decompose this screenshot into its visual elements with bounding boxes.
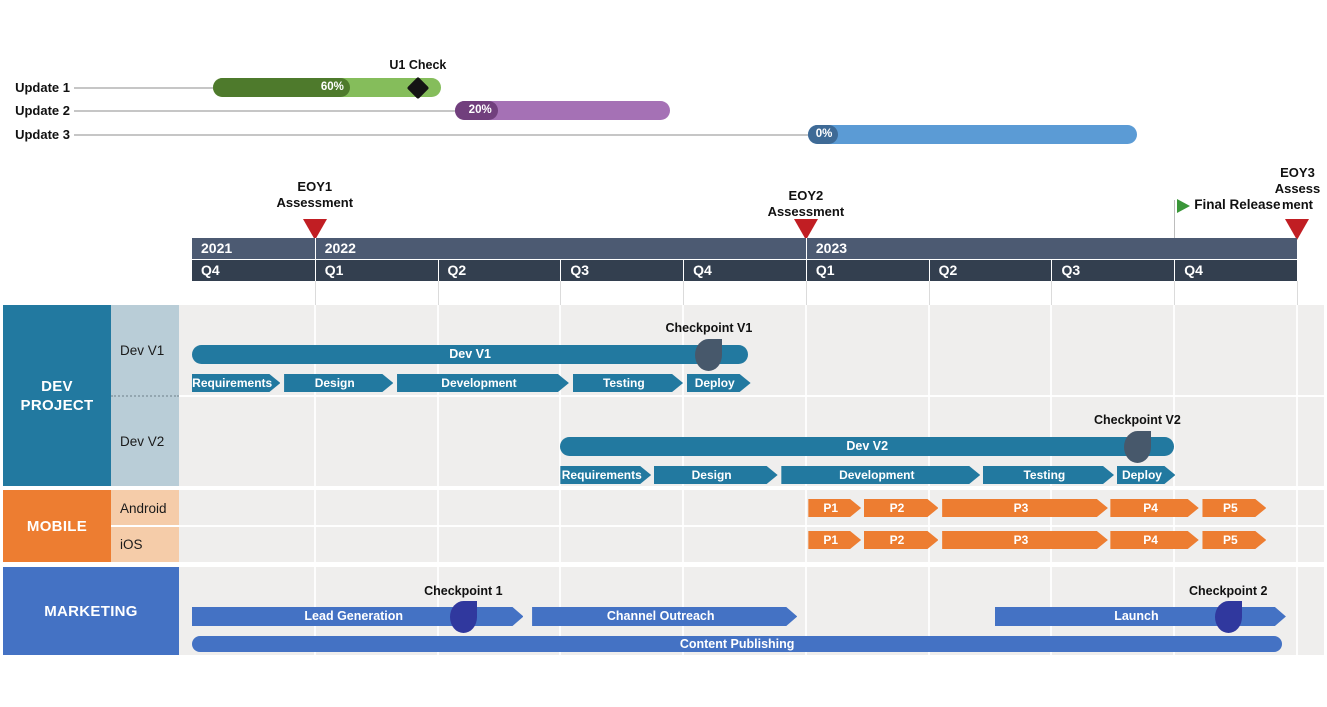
checkpoint-marker[interactable] (695, 338, 723, 371)
lane-title-dev-project: DEV PROJECT (3, 305, 111, 486)
phase-arrow-bar[interactable]: Testing (573, 374, 683, 392)
progress-fill: 0% (808, 125, 839, 144)
marketing-task-arrow[interactable]: Launch (995, 607, 1286, 626)
quarter-tick (560, 281, 562, 305)
lane-title-mobile: MOBILE (3, 490, 111, 562)
summary-task-bar[interactable]: Dev V2 (560, 437, 1175, 456)
quarter-band-cell: Q1 (805, 260, 929, 281)
update-row-label-1: Update 1 (15, 80, 70, 95)
checkpoint-label: Checkpoint V1 (665, 321, 753, 335)
quarter-tick (437, 281, 439, 305)
phase-arrow-bar[interactable]: Design (654, 466, 778, 484)
phase-arrow-bar[interactable]: Testing (983, 466, 1114, 484)
summary-task-bar[interactable]: Dev V1 (192, 345, 749, 364)
quarter-band-cell: Q4 (683, 260, 806, 281)
phase-arrow-bar[interactable]: Deploy (1117, 466, 1176, 484)
assessment-milestone-label: EOY1 Assessment (276, 179, 354, 210)
quarter-band-cell: Q3 (1051, 260, 1175, 281)
quarter-band-cell: Q3 (560, 260, 684, 281)
assessment-triangle-milestone[interactable] (793, 219, 818, 240)
mobile-phase-arrow[interactable]: P4 (1110, 499, 1198, 517)
quarter-tick (683, 281, 685, 305)
update-progress-bar[interactable]: 60% (212, 78, 442, 97)
update-connector-line (74, 87, 213, 89)
marketing-task-arrow[interactable]: Lead Generation (192, 607, 523, 626)
lane-gridline (1295, 567, 1298, 655)
sublane-cell: iOS (111, 526, 179, 562)
phase-arrow-bar[interactable]: Requirements (192, 374, 280, 392)
lane-row-separator (179, 395, 1324, 397)
update-connector-line (74, 134, 809, 136)
quarter-tick (1174, 281, 1176, 305)
mobile-phase-arrow[interactable]: P4 (1110, 531, 1198, 549)
progress-fill: 60% (212, 78, 350, 97)
final-release-flag-icon[interactable] (1177, 199, 1191, 213)
mobile-phase-arrow[interactable]: P3 (942, 499, 1108, 517)
checkpoint-marker[interactable] (1214, 600, 1242, 633)
mobile-phase-arrow[interactable]: P2 (864, 499, 939, 517)
quarter-band-cell: Q4 (1174, 260, 1297, 281)
final-release-label: Final Release (1194, 197, 1281, 212)
mobile-phase-arrow[interactable]: P1 (808, 531, 861, 549)
u1-check-label: U1 Check (389, 58, 447, 72)
sublane-separator (111, 525, 179, 527)
progress-percent-label: 0% (815, 128, 833, 140)
mobile-phase-arrow[interactable]: P1 (808, 499, 861, 517)
lane-title-marketing: MARKETING (3, 567, 179, 655)
mobile-phase-arrow[interactable]: P5 (1202, 531, 1266, 549)
assessment-milestone-label: EOY2 Assessment (767, 188, 845, 219)
checkpoint-label: Checkpoint 2 (1188, 584, 1268, 598)
phase-arrow-bar[interactable]: Development (781, 466, 980, 484)
lane-gridline (804, 567, 807, 655)
update-connector-line (74, 110, 455, 112)
quarter-tick (314, 281, 316, 305)
quarter-band-cell: Q2 (437, 260, 561, 281)
phase-arrow-bar[interactable]: Requirements (560, 466, 651, 484)
lane-gridline (927, 567, 930, 655)
content-publishing-bar[interactable]: Content Publishing (192, 636, 1283, 652)
update-progress-bar[interactable]: 0% (808, 125, 1138, 144)
quarter-band-cell: Q2 (928, 260, 1052, 281)
checkpoint-label: Checkpoint 1 (424, 584, 503, 598)
mobile-phase-arrow[interactable]: P5 (1202, 499, 1266, 517)
update-row-label-2: Update 2 (15, 103, 70, 118)
year-band-cell: 2021 (192, 238, 315, 259)
quarter-band-cell: Q4 (192, 260, 315, 281)
progress-percent-label: 20% (468, 104, 492, 116)
assessment-milestone-label: EOY3 Assessment (1274, 165, 1321, 212)
quarter-tick (1296, 281, 1298, 305)
assessment-triangle-milestone[interactable] (302, 219, 327, 240)
lane-row-separator (179, 525, 1324, 527)
assessment-triangle-milestone[interactable] (1284, 219, 1309, 240)
progress-percent-label: 60% (320, 81, 344, 93)
phase-arrow-bar[interactable]: Design (284, 374, 393, 392)
quarter-tick (1051, 281, 1053, 305)
phase-arrow-bar[interactable]: Deploy (687, 374, 751, 392)
final-release-stem-line (1174, 200, 1176, 238)
mobile-phase-arrow[interactable]: P2 (864, 531, 939, 549)
quarter-tick (805, 281, 807, 305)
sublane-cell: Dev V2 (111, 396, 179, 486)
sublane-cell: Dev V1 (111, 305, 179, 396)
sublane-cell: Android (111, 490, 179, 526)
update-progress-bar[interactable]: 20% (454, 101, 670, 120)
checkpoint-label: Checkpoint V2 (1093, 413, 1181, 427)
progress-fill: 20% (454, 101, 498, 120)
marketing-task-arrow[interactable]: Channel Outreach (532, 607, 797, 626)
checkpoint-marker[interactable] (1123, 430, 1151, 463)
year-band-cell: 2022 (314, 238, 806, 259)
checkpoint-marker[interactable] (449, 600, 477, 633)
year-band-cell: 2023 (805, 238, 1297, 259)
update-row-label-3: Update 3 (15, 127, 70, 142)
quarter-tick (928, 281, 930, 305)
sublane-separator (111, 395, 179, 397)
quarter-band-cell: Q1 (314, 260, 438, 281)
mobile-phase-arrow[interactable]: P3 (942, 531, 1108, 549)
phase-arrow-bar[interactable]: Development (397, 374, 569, 392)
